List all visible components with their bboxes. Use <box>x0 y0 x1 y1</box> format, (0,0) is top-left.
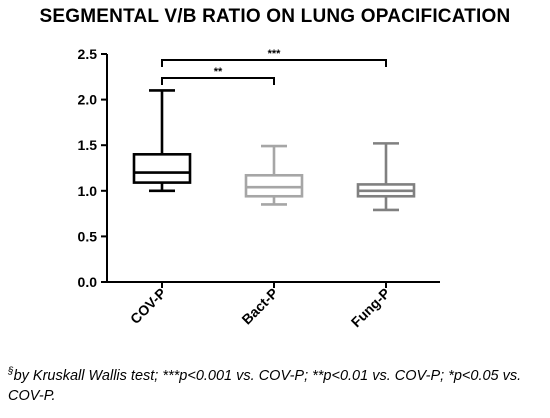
x-category-label: COV-P <box>127 285 169 327</box>
chart-title: SEGMENTAL V/B RATIO ON LUNG OPACIFICATIO… <box>39 6 511 27</box>
x-category-label: Fung-P <box>348 285 393 330</box>
box-iqr <box>244 173 304 198</box>
significance-label: *** <box>268 48 282 60</box>
significance-label: ** <box>214 66 223 78</box>
x-category-label: Bact-P <box>238 285 281 328</box>
y-tick-label: 0.0 <box>78 274 98 290</box>
footnote-text: by Kruskall Wallis test; ***p<0.001 vs. … <box>8 367 522 404</box>
significance-bracket <box>161 59 387 67</box>
y-tick-label: 2.5 <box>78 46 98 62</box>
y-tick-label: 2.0 <box>78 92 98 108</box>
footnote-symbol: § <box>8 366 14 377</box>
box-iqr <box>132 153 192 184</box>
y-tick-label: 1.5 <box>78 137 98 153</box>
footnote: §by Kruskall Wallis test; ***p<0.001 vs.… <box>8 362 548 406</box>
y-tick-label: 1.0 <box>78 183 98 199</box>
y-tick-label: 0.5 <box>78 228 98 244</box>
significance-bracket <box>161 77 275 85</box>
